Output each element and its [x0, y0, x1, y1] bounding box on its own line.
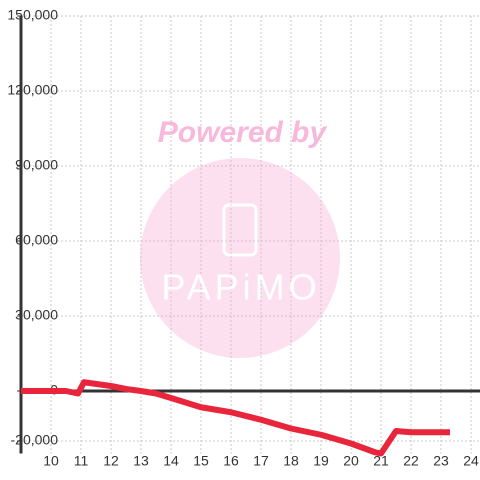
x-tick-label: 16 — [223, 453, 239, 469]
y-tick-label: 60,000 — [15, 232, 58, 248]
watermark — [140, 158, 340, 358]
x-tick-label: 21 — [373, 453, 389, 469]
x-tick-label: 10 — [43, 453, 59, 469]
y-tick-label: 30,000 — [15, 307, 58, 323]
y-tick-label: 120,000 — [7, 82, 58, 98]
x-tick-label: 22 — [403, 453, 419, 469]
x-tick-label: 14 — [163, 453, 179, 469]
y-tick-label: -20,000 — [11, 432, 59, 448]
x-tick-label: 15 — [193, 453, 209, 469]
x-tick-label: 24 — [463, 453, 479, 469]
x-tick-label: 11 — [74, 453, 89, 469]
watermark-text: Powered by — [158, 116, 328, 149]
x-tick-label: 19 — [313, 453, 329, 469]
x-tick-label: 12 — [103, 453, 119, 469]
watermark-logo: PAPiMO — [161, 267, 320, 308]
y-tick-label: 150,000 — [7, 7, 58, 23]
y-tick-label: 90,000 — [15, 157, 58, 173]
x-tick-label: 17 — [253, 453, 269, 469]
watermark-icon — [222, 203, 258, 257]
x-tick-label: 20 — [343, 453, 359, 469]
x-tick-label: 23 — [433, 453, 449, 469]
x-tick-label: 13 — [133, 453, 149, 469]
line — [21, 379, 450, 457]
watermark-circle — [140, 158, 340, 358]
x-tick-label: 18 — [283, 453, 299, 469]
